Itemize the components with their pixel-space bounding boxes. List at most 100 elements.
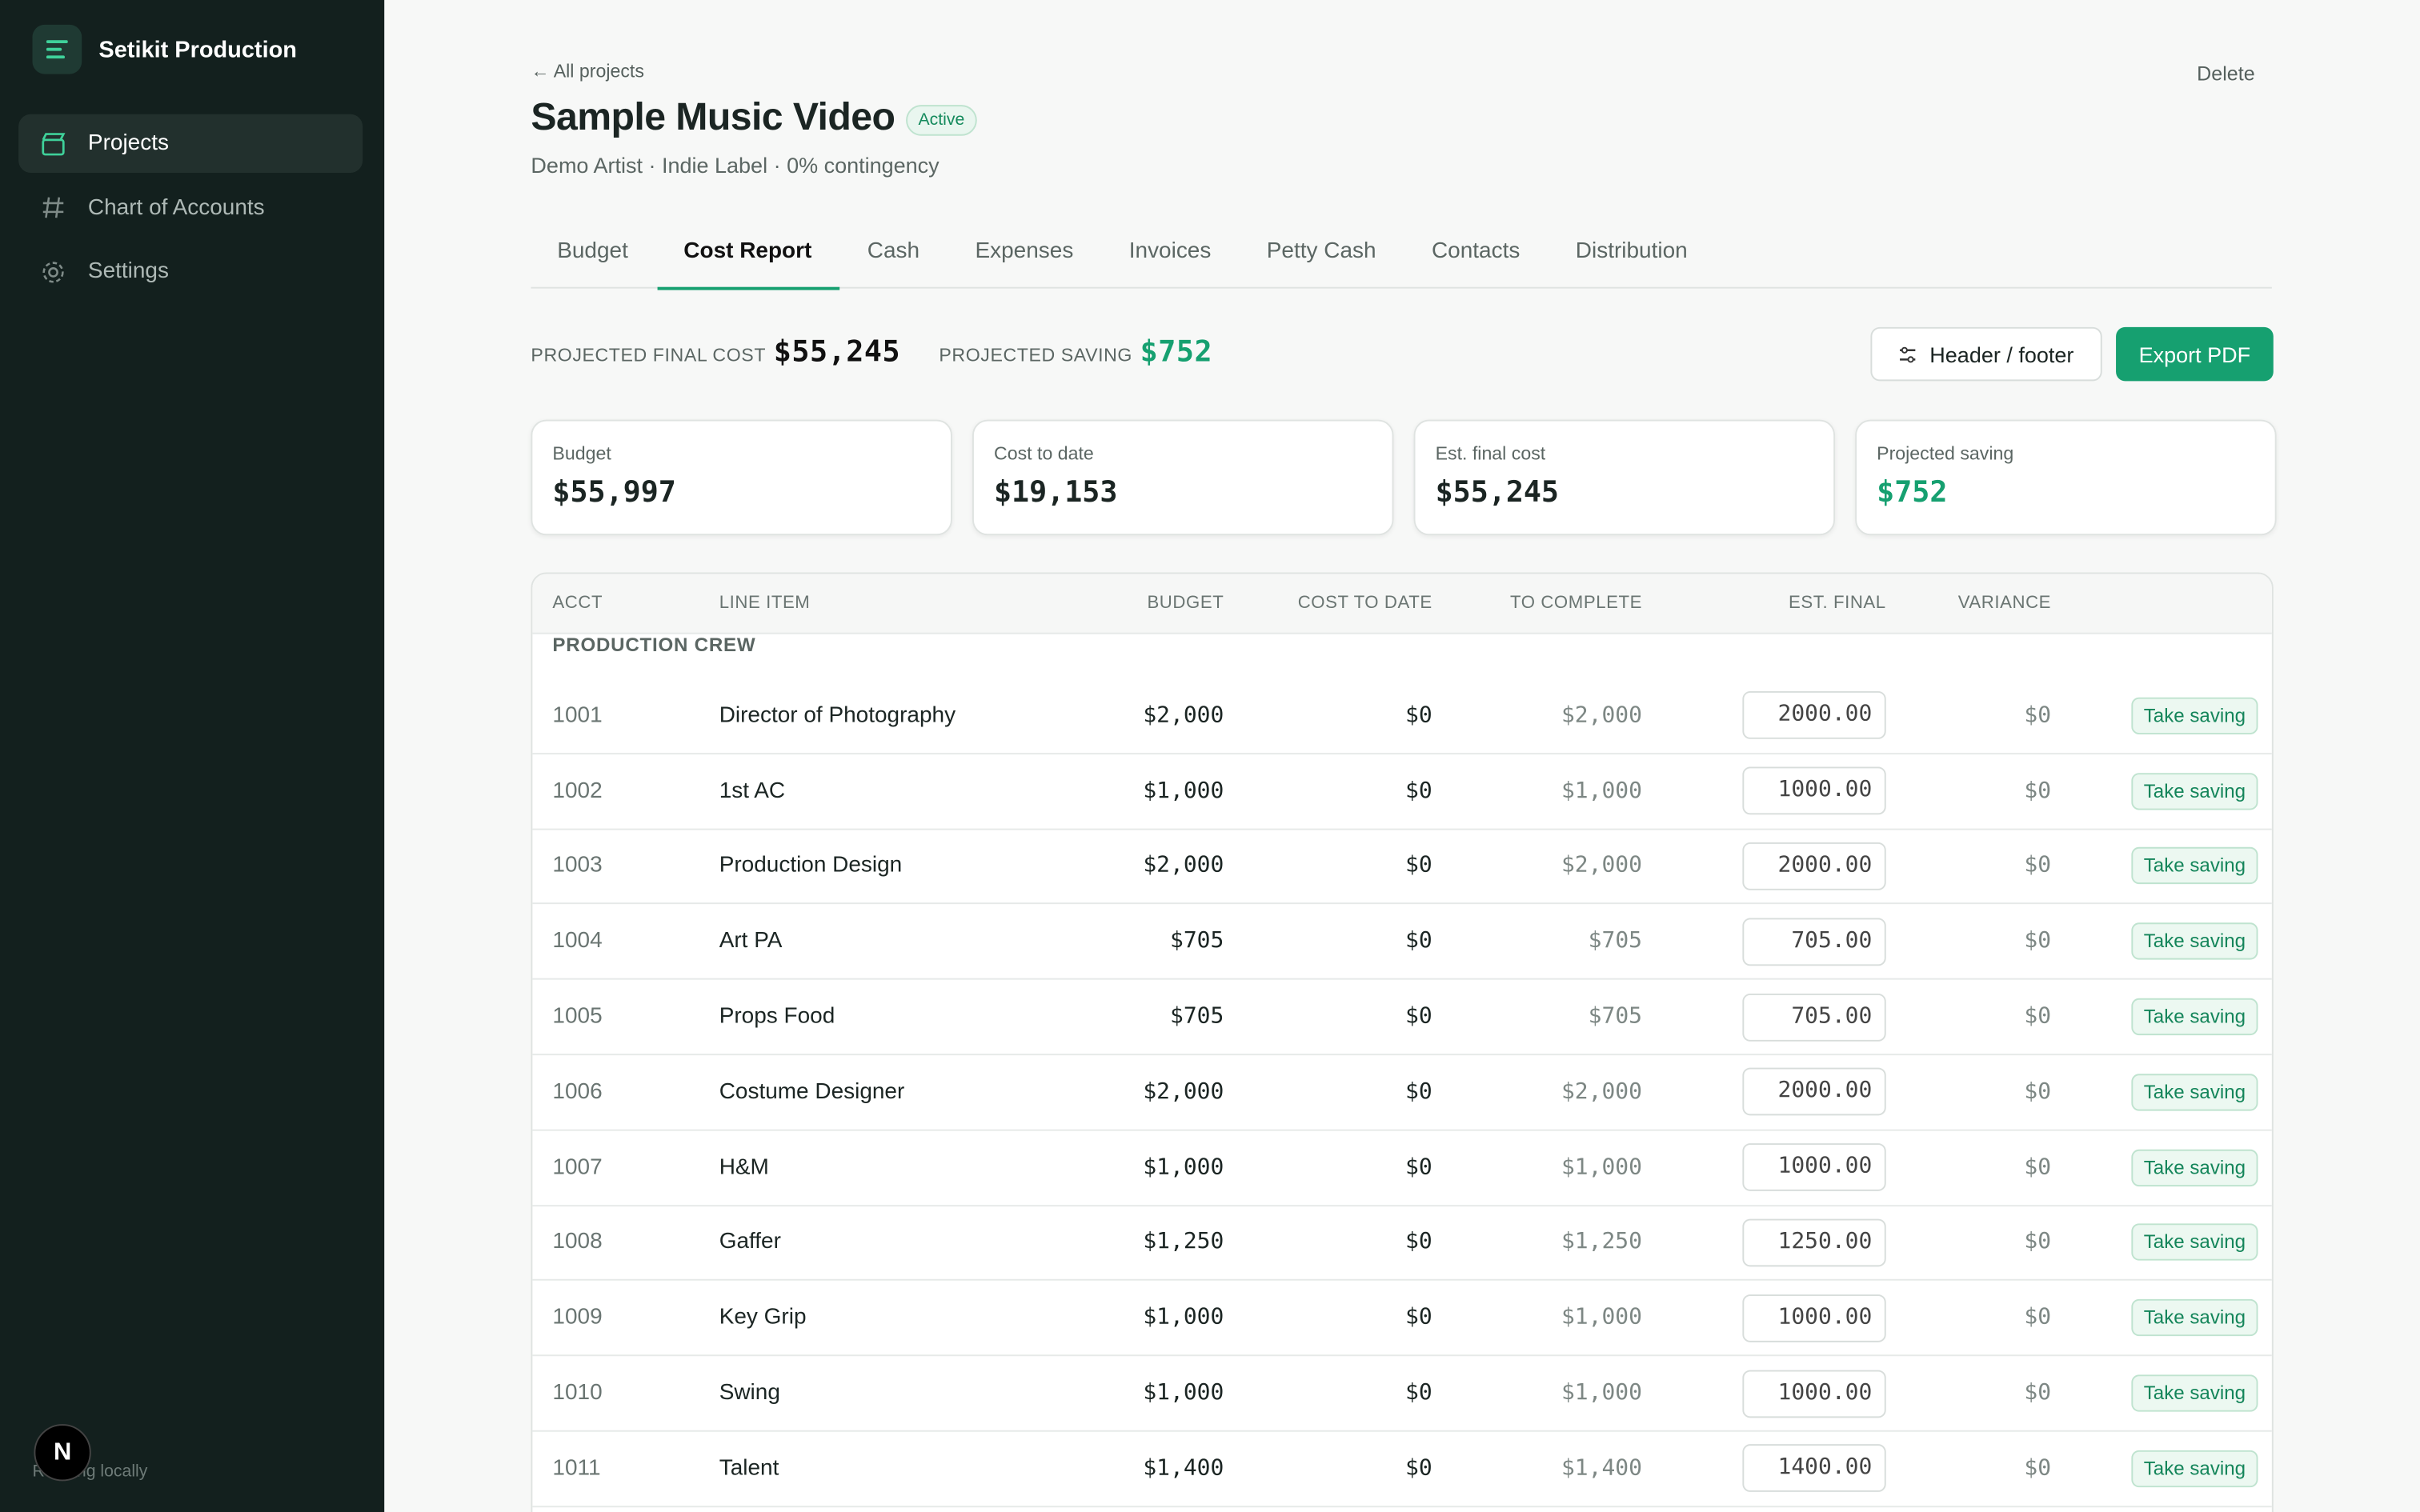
- table-row: 1009 Key Grip $1,000 $0 $1,000 1000.00 $0 Take …: [532, 1281, 2272, 1357]
- take-saving-button[interactable]: Take saving: [2131, 1299, 2258, 1337]
- cell: $0: [1405, 1079, 1432, 1105]
- nav-icon: [42, 132, 66, 155]
- take-saving-button[interactable]: Take saving: [2131, 1374, 2258, 1412]
- est-final-input[interactable]: 2000.00: [1742, 1068, 1886, 1117]
- summary-label: PROJECTED SAVING: [939, 344, 1132, 366]
- tab[interactable]: Invoices: [1128, 238, 1212, 264]
- cell: $1,000: [1143, 1154, 1224, 1180]
- back-link[interactable]: ← All projects: [531, 60, 644, 82]
- tab[interactable]: Expenses: [975, 238, 1074, 264]
- tab[interactable]: Budget: [557, 238, 628, 264]
- cell: $1,000: [1561, 1306, 1642, 1330]
- cell: $0: [2024, 1154, 2052, 1180]
- column-header: COST TO DATE: [1297, 594, 1432, 613]
- export-button[interactable]: Export PDF: [2116, 326, 2274, 382]
- cell: $0: [1405, 778, 1432, 804]
- delete-button[interactable]: Delete: [2197, 62, 2255, 86]
- cell: 1010: [552, 1381, 603, 1406]
- cell: $1,000: [1143, 1381, 1224, 1406]
- cell: $2,000: [1561, 854, 1642, 879]
- cell: Swing: [719, 1381, 780, 1406]
- nav-item[interactable]: Projects: [18, 114, 363, 173]
- est-final-input[interactable]: 1000.00: [1742, 1294, 1886, 1342]
- nav-item[interactable]: Chart of Accounts: [18, 178, 363, 237]
- take-saving-button[interactable]: Take saving: [2131, 697, 2258, 734]
- tab[interactable]: Distribution: [1575, 238, 1688, 264]
- nav-label: Projects: [87, 130, 169, 156]
- cell: $2,000: [1143, 854, 1224, 879]
- take-saving-button[interactable]: Take saving: [2131, 1224, 2258, 1262]
- cell: 1st AC: [719, 778, 786, 804]
- est-final-input[interactable]: 705.00: [1742, 993, 1886, 1041]
- table-row: 1003 Production Design $2,000 $0 $2,000 2000.…: [532, 830, 2272, 905]
- cell: Gaffer: [719, 1230, 781, 1255]
- cell: $0: [2024, 929, 2052, 954]
- tab[interactable]: Petty Cash: [1266, 238, 1376, 264]
- cell: $2,000: [1143, 1079, 1224, 1105]
- sidebar: Setikit Production Projects Chart of Acco…: [0, 0, 385, 1512]
- cell: Costume Designer: [719, 1079, 905, 1105]
- cell: 1005: [552, 1004, 603, 1030]
- est-final-input[interactable]: 2000.00: [1742, 842, 1886, 890]
- table-row: 1001 Director of Photography $2,000 $0 $2,00…: [532, 679, 2272, 754]
- take-saving-button[interactable]: Take saving: [2131, 1074, 2258, 1111]
- dev-badge[interactable]: N: [34, 1424, 91, 1482]
- table-row: 1004 Art PA $705 $0 $705 705.00 $0 Take saving: [532, 905, 2272, 981]
- table-row: 1010 Swing $1,000 $0 $1,000 1000.00 $0 Take sav…: [532, 1357, 2272, 1432]
- take-saving-button[interactable]: Take saving: [2131, 1450, 2258, 1487]
- cell: 1009: [552, 1306, 603, 1330]
- column-header: TO COMPLETE: [1510, 594, 1642, 613]
- nav-item[interactable]: Settings: [18, 242, 363, 301]
- table-row: 1002 1st AC $1,000 $0 $1,000 1000.00 $0 Take sa…: [532, 754, 2272, 830]
- tab[interactable]: Contacts: [1431, 238, 1521, 264]
- column-header: BUDGET: [1147, 594, 1224, 613]
- cell: Production Design: [719, 854, 903, 879]
- tab[interactable]: Cost Report: [657, 226, 840, 290]
- header-footer-button[interactable]: Header / footer: [1870, 326, 2102, 382]
- cell: $0: [2024, 854, 2052, 879]
- cell: $0: [1405, 703, 1432, 729]
- take-saving-button[interactable]: Take saving: [2131, 772, 2258, 810]
- cell: $0: [2024, 1230, 2052, 1255]
- est-final-input[interactable]: 2000.00: [1742, 691, 1886, 740]
- est-final-input[interactable]: 1000.00: [1742, 1369, 1886, 1418]
- stat-label: Budget: [552, 442, 611, 465]
- est-final-input[interactable]: 1400.00: [1742, 1444, 1886, 1493]
- cell: $705: [1588, 1004, 1642, 1030]
- take-saving-button[interactable]: Take saving: [2131, 998, 2258, 1036]
- stat-card: Cost to date $19,153: [972, 419, 1394, 536]
- brand[interactable]: Setikit Production: [32, 24, 297, 74]
- stat-label: Cost to date: [993, 442, 1094, 465]
- cell: $1,400: [1143, 1456, 1224, 1482]
- cell: Director of Photography: [719, 703, 956, 729]
- est-final-input[interactable]: 705.00: [1742, 918, 1886, 966]
- cell: Props Food: [719, 1004, 835, 1030]
- cell: $0: [1405, 1154, 1432, 1180]
- cell: 1007: [552, 1154, 603, 1180]
- take-saving-button[interactable]: Take saving: [2131, 1149, 2258, 1186]
- summary-value: $55,245: [773, 334, 901, 369]
- cell: $1,400: [1561, 1456, 1642, 1482]
- cards: Budget $55,997 Cost to date $19,153 Est. fin…: [531, 419, 2277, 536]
- table-row: 1006 Costume Designer $2,000 $0 $2,000 2000.0…: [532, 1055, 2272, 1131]
- est-final-input[interactable]: 1250.00: [1742, 1218, 1886, 1267]
- cell: $705: [1588, 929, 1642, 954]
- take-saving-button[interactable]: Take saving: [2131, 922, 2258, 961]
- take-saving-button[interactable]: Take saving: [2131, 847, 2258, 886]
- stat-value: $752: [1877, 474, 1948, 510]
- stat-label: Est. final cost: [1435, 442, 1546, 465]
- est-final-input[interactable]: 1000.00: [1742, 766, 1886, 815]
- logo: [32, 24, 82, 74]
- tab[interactable]: Cash: [867, 238, 920, 264]
- section-row: PRODUCTION CREW: [552, 634, 756, 656]
- stat-card: Projected saving $752: [1855, 419, 2277, 536]
- column-header: LINE ITEM: [719, 594, 811, 613]
- est-final-input[interactable]: 1000.00: [1742, 1143, 1886, 1192]
- cell: 1002: [552, 778, 603, 804]
- subtitle: Demo Artist · Indie Label · 0% contingen…: [531, 152, 940, 178]
- nav-icon: [42, 197, 64, 218]
- icon: [1900, 346, 1916, 362]
- nav-label: Chart of Accounts: [87, 194, 265, 220]
- cell: Talent: [719, 1456, 779, 1482]
- cell: $0: [1405, 1306, 1432, 1330]
